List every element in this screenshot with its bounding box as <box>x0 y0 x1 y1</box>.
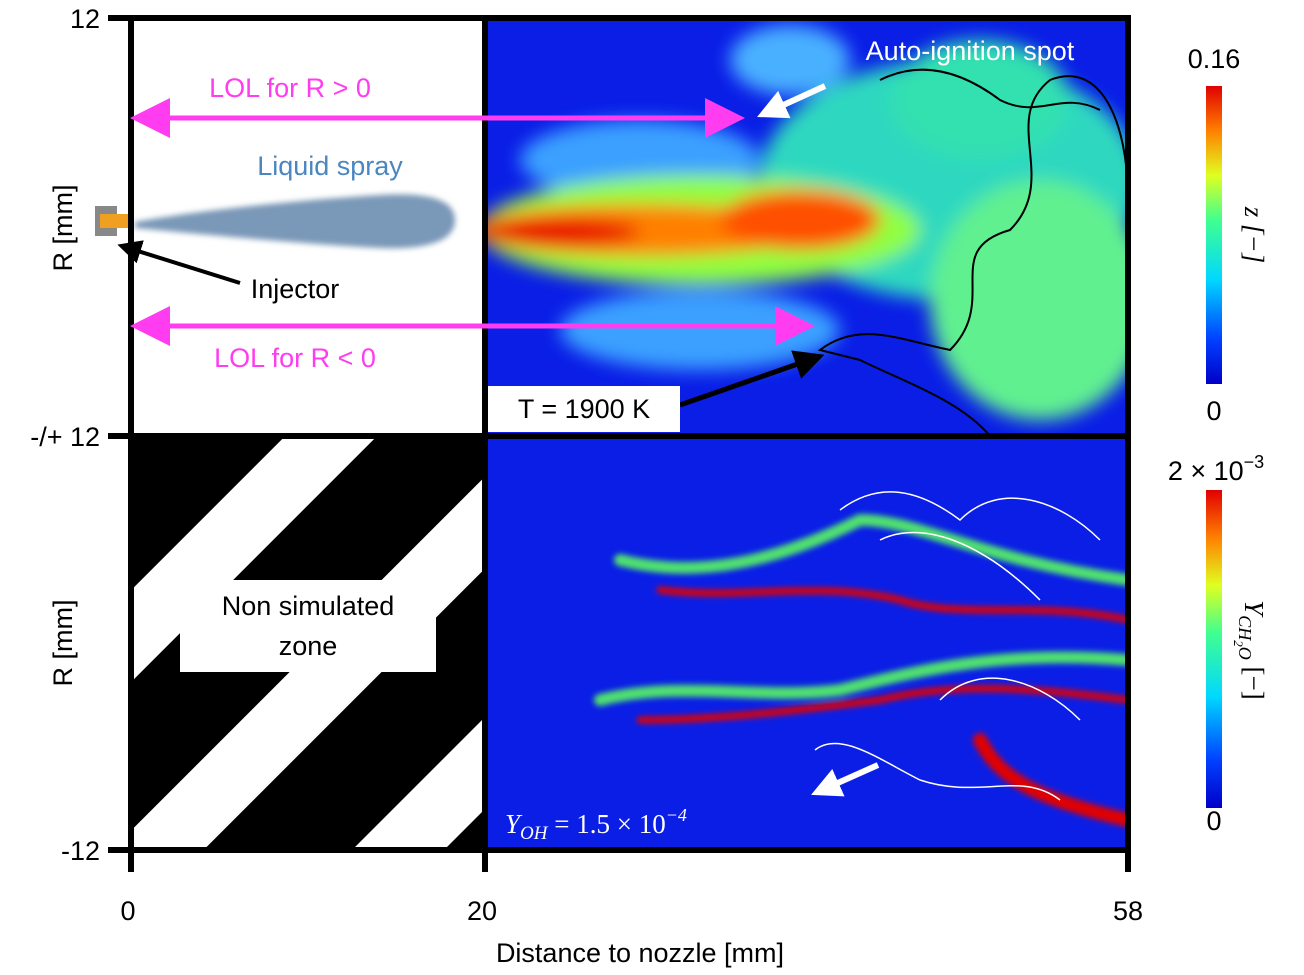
zone-label: Non simulated <box>222 591 395 621</box>
x-tick-label: 20 <box>467 896 497 926</box>
x-tick-label: 0 <box>120 896 135 926</box>
colorbar-label: YCH2O [−] <box>1231 600 1269 700</box>
temperature-box <box>488 386 680 432</box>
injector-tip <box>100 214 128 228</box>
annotation: T = 1900 K <box>518 394 650 424</box>
annotation: Injector <box>251 274 340 304</box>
x-axis-label: Distance to nozzle [mm] <box>496 938 784 968</box>
colorbar-min: 0 <box>1206 396 1221 426</box>
colorbar <box>1206 490 1222 808</box>
colorbar-max: 2 × 10−3 <box>1168 452 1264 486</box>
y-tick-label: -12 <box>61 836 100 866</box>
annotation: Liquid spray <box>257 151 403 181</box>
annotation: LOL for R < 0 <box>214 343 376 373</box>
zone-label-box <box>180 580 436 672</box>
colorbar-max: 0.16 <box>1188 44 1241 74</box>
y-axis-label: R [mm] <box>48 600 78 687</box>
ignition-arrow <box>757 83 827 119</box>
oh-arrow <box>811 762 880 797</box>
colorbar-label: z [−] <box>1239 206 1269 264</box>
frame <box>108 15 1131 872</box>
y-tick-label: 12 <box>70 4 100 34</box>
y-tick-label: -/+ 12 <box>30 422 100 452</box>
mixture-field <box>485 18 1128 436</box>
annotation: LOL for R > 0 <box>209 73 371 103</box>
zone-label: zone <box>279 631 338 661</box>
colorbar <box>1206 86 1222 384</box>
temperature-arrow <box>679 350 825 408</box>
annotation: Auto-ignition spot <box>866 36 1075 66</box>
injector-arrow <box>117 240 241 285</box>
liquid-spray <box>135 194 455 249</box>
colorbar-min: 0 <box>1206 806 1221 836</box>
y-axis-label: R [mm] <box>48 185 78 272</box>
formaldehyde-field <box>485 436 1128 850</box>
oh-label: YOH = 1.5 × 10−4 <box>505 805 687 844</box>
x-tick-label: 58 <box>1113 896 1143 926</box>
